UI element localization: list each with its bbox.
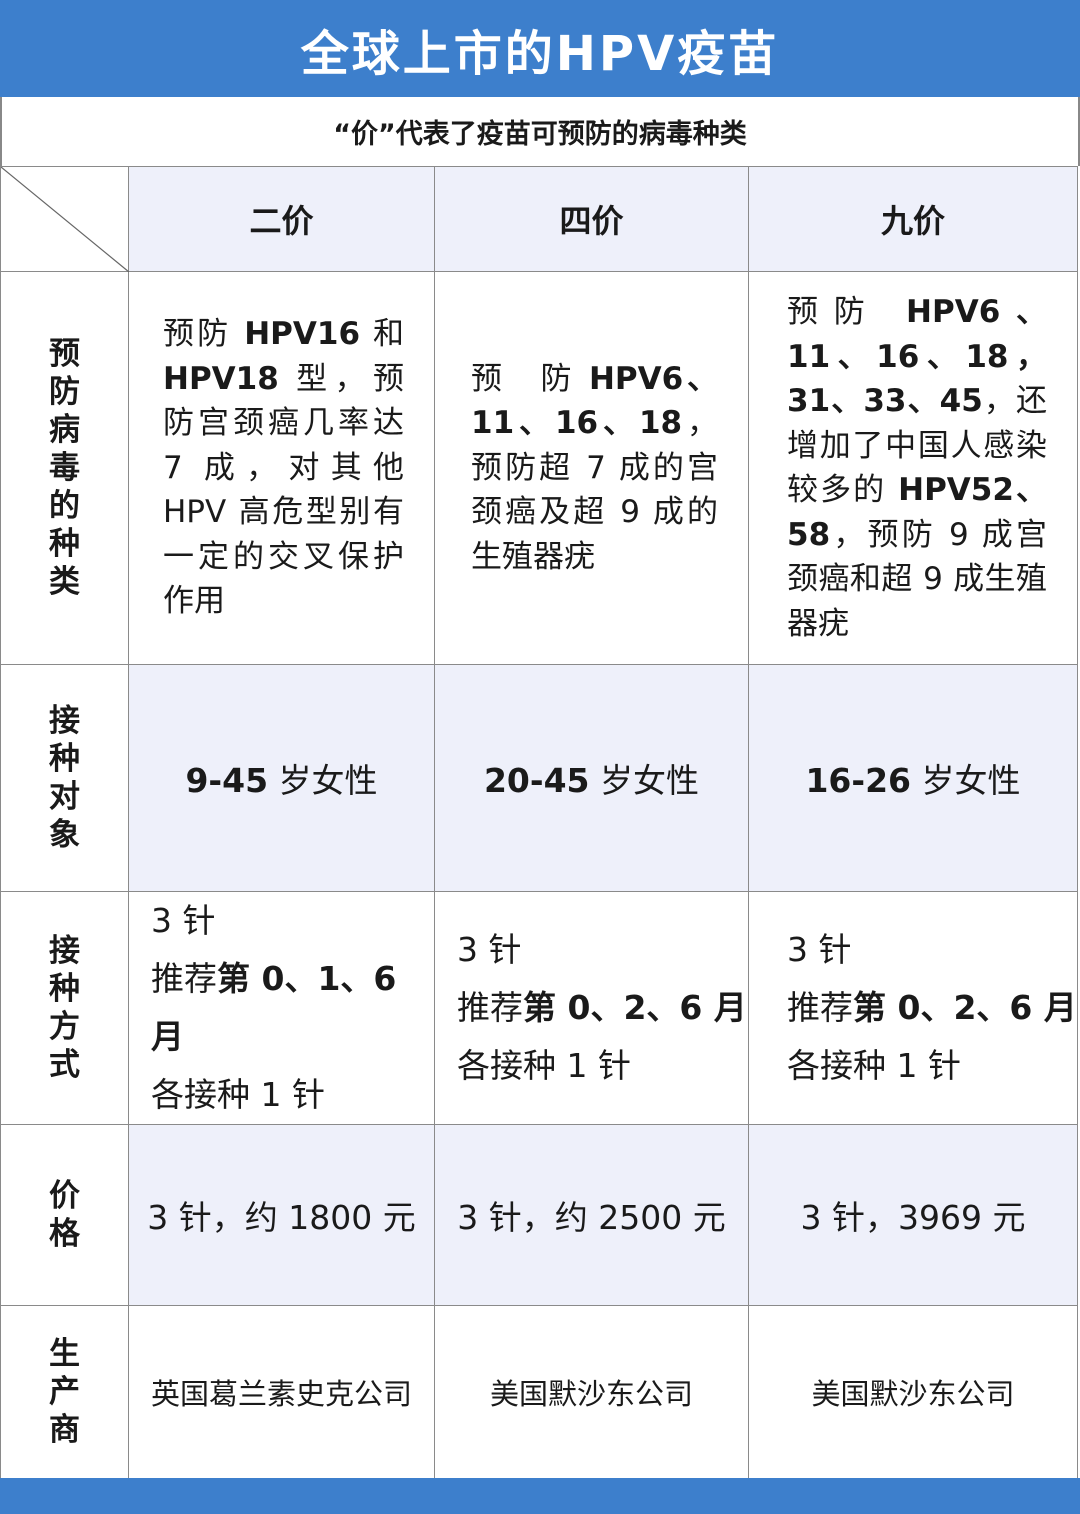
method-line: 推荐第 0、2、6 月 — [457, 979, 748, 1037]
row-label: 接种方式 — [49, 933, 80, 1083]
text-segment: 和 — [360, 316, 404, 353]
text-segment: 推荐 — [787, 988, 853, 1027]
cell: 16-26 岁女性 — [748, 664, 1078, 892]
text-segment: HPV6、11、16、18，31、33、45 — [787, 294, 1047, 419]
text-segment: HPV18 — [163, 360, 279, 397]
row-label: 接种对象 — [49, 703, 80, 853]
method-line: 推荐第 0、1、6 月 — [151, 950, 434, 1066]
row-label: 价格 — [49, 1178, 80, 1252]
method-line: 各接种 1 针 — [457, 1046, 631, 1085]
cell: 预 防 HPV6、11、16、18，预防超 7 成的宫颈癌及超 9 成的生殖器疣 — [434, 271, 749, 665]
cell: 3 针，3969 元 — [748, 1124, 1078, 1306]
text-segment: ，预防 9 成宫颈癌和超 9 成生殖器疣 — [787, 516, 1047, 642]
cell: 3 针，约 2500 元 — [434, 1124, 749, 1306]
text-segment: 第 0、2、6 月 — [853, 988, 1077, 1027]
subtitle: “价”代表了疫苗可预防的病毒种类 — [0, 97, 1080, 166]
cell: 英国葛兰素史克公司 — [128, 1305, 435, 1479]
bottom-bar — [0, 1478, 1080, 1514]
text-segment: 第 0、2、6 月 — [523, 988, 747, 1027]
cell: 20-45 岁女性 — [434, 664, 749, 892]
column-header: 九价 — [748, 166, 1078, 272]
text-segment: 9-45 — [185, 761, 269, 800]
cell: 9-45 岁女性 — [128, 664, 435, 892]
text-segment: 推荐 — [151, 959, 217, 998]
method-line: 推荐第 0、2、6 月 — [787, 979, 1077, 1037]
text-segment: 岁女性 — [589, 761, 700, 800]
text-segment: HPV52、58 — [787, 472, 1048, 553]
text-segment: HPV16 — [244, 316, 361, 353]
text-segment: 型，预防宫颈癌几率达 7 成，对其他 HPV 高危型别有一定的交叉保护作用 — [163, 360, 404, 620]
cell: 3 针推荐第 0、2、6 月各接种 1 针 — [434, 891, 749, 1125]
method-line: 3 针 — [457, 930, 522, 969]
diagonal-divider — [1, 167, 129, 272]
text-segment: ，还增加了中国人感染较多的 — [787, 383, 1048, 508]
cell: 预防 HPV6、11、16、18，31、33、45，还增加了中国人感染较多的 H… — [748, 271, 1078, 665]
text-segment: 岁女性 — [268, 761, 378, 800]
text-segment: HPV6、11、16、18 — [471, 360, 718, 442]
text-segment: 预防 — [163, 316, 245, 353]
column-header: 四价 — [434, 166, 749, 272]
method-line: 各接种 1 针 — [151, 1075, 325, 1114]
column-header: 二价 — [128, 166, 435, 272]
corner-cell — [0, 166, 129, 272]
row-label: 预防病毒的种类 — [49, 336, 80, 600]
text-segment: 岁女性 — [911, 761, 1021, 800]
cell: 预防 HPV16 和 HPV18 型，预防宫颈癌几率达 7 成，对其他 HPV … — [128, 271, 435, 665]
cell: 美国默沙东公司 — [748, 1305, 1078, 1479]
row-label: 生产商 — [49, 1336, 80, 1448]
text-segment: 20-45 — [483, 761, 590, 800]
hpv-vaccine-table: 二价 四价 九价 预防病毒的种类 预防 HPV16 和 HPV18 型，预防宫颈… — [0, 166, 1078, 1479]
method-line: 3 针 — [151, 901, 216, 940]
text-segment: 第 0、1、6 月 — [151, 959, 397, 1056]
method-line: 各接种 1 针 — [787, 1046, 961, 1085]
text-segment: 预防 — [787, 294, 907, 330]
text-segment: 推荐 — [457, 988, 523, 1027]
cell: 3 针推荐第 0、1、6 月各接种 1 针 — [128, 891, 435, 1125]
cell: 3 针推荐第 0、2、6 月各接种 1 针 — [748, 891, 1078, 1125]
cell: 美国默沙东公司 — [434, 1305, 749, 1479]
method-line: 3 针 — [787, 930, 852, 969]
page-title: 全球上市的HPV疫苗 — [0, 0, 1080, 97]
text-segment: ，预防超 7 成的宫颈癌及超 9 成的生殖器疣 — [471, 405, 719, 575]
text-segment: 16-26 — [805, 761, 912, 800]
cell: 3 针，约 1800 元 — [128, 1124, 435, 1306]
text-segment: 预 防 — [471, 360, 589, 397]
